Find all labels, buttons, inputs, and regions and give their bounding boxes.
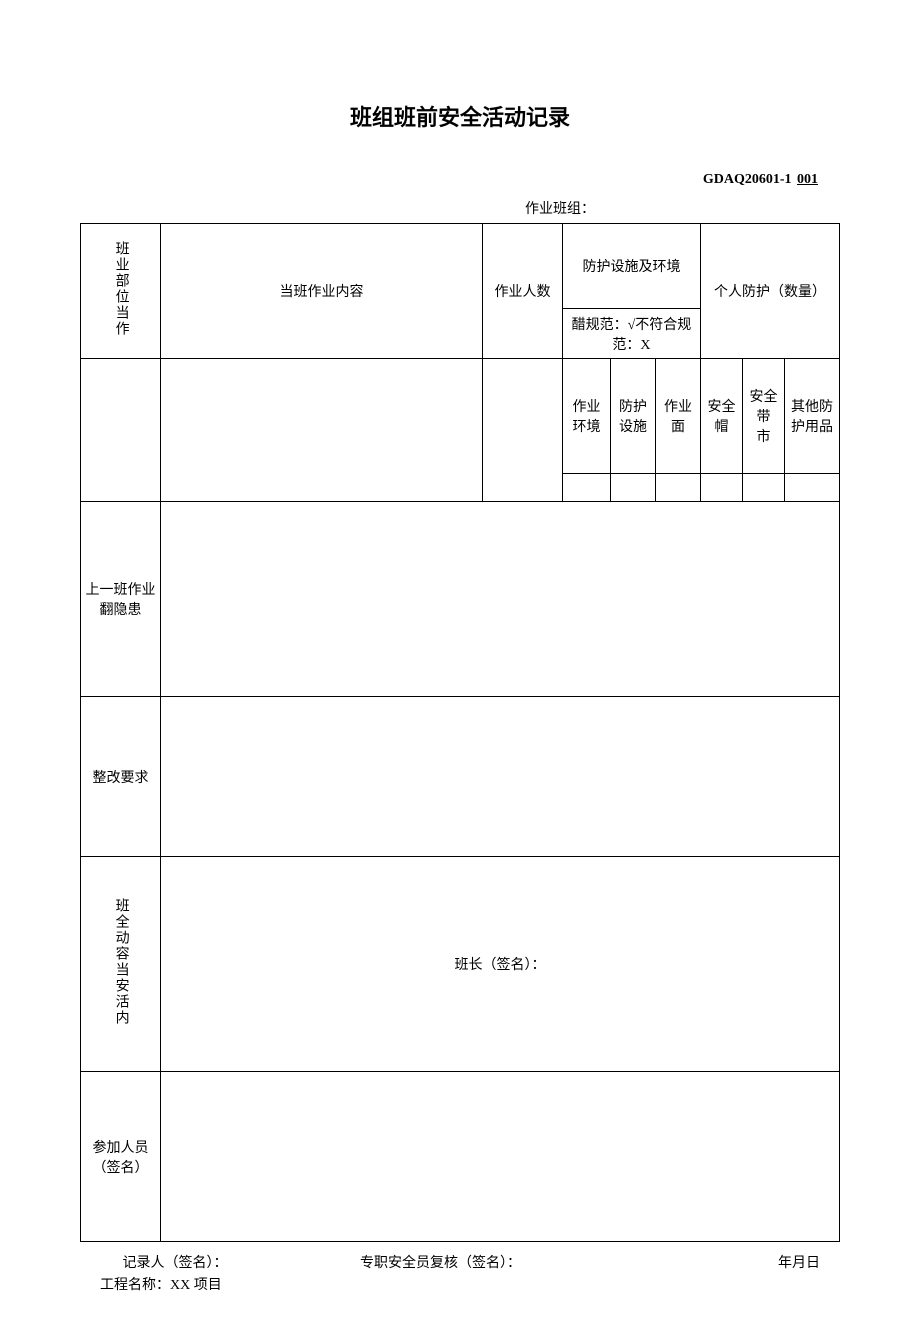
project-name-line: 工程名称：XX 项目 — [80, 1274, 840, 1294]
header-protection-rule: 醋规范：√不符合规范：X — [562, 309, 700, 359]
document-title: 班组班前安全活动记录 — [80, 100, 840, 132]
team-leader-sign-label: 班长（签名）： — [455, 958, 546, 973]
doc-code-num: 001 — [795, 172, 820, 187]
header-protection-env: 防护设施及环境 — [562, 224, 700, 309]
subheader-helmet: 安全帽 — [700, 359, 742, 474]
cell-worker-count[interactable] — [482, 359, 562, 502]
header-personal-protection: 个人防护（数量） — [700, 224, 839, 359]
document-code: GDAQ20601-1 001 — [80, 172, 840, 188]
header-work-location: 班业部位当作 — [81, 224, 161, 359]
label-prev-hazard: 上一班作业翻隐患 — [81, 502, 161, 697]
cell-rectify[interactable] — [161, 697, 840, 857]
cell-facility[interactable] — [610, 474, 655, 502]
main-form-table: 班业部位当作 当班作业内容 作业人数 防护设施及环境 个人防护（数量） 醋规范：… — [80, 223, 840, 1242]
work-team-label: 作业班组： — [80, 198, 840, 218]
subheader-belt: 安全带 市 — [742, 359, 784, 474]
cell-work-location[interactable] — [81, 359, 161, 502]
recorder-sign-label: 记录人（签名）： — [100, 1252, 250, 1272]
cell-activity-content[interactable]: 班长（签名）： — [161, 857, 840, 1072]
date-label: 年月日 — [720, 1252, 820, 1272]
cell-work-content[interactable] — [161, 359, 483, 502]
label-rectify: 整改要求 — [81, 697, 161, 857]
project-label: 工程名称： — [100, 1278, 170, 1293]
cell-participants-sign[interactable] — [161, 1072, 840, 1242]
label-participants-sign: 参加人员（签名） — [81, 1072, 161, 1242]
cell-env[interactable] — [562, 474, 610, 502]
footer: 记录人（签名）： 专职安全员复核（签名）： 年月日 工程名称：XX 项目 — [80, 1252, 840, 1294]
cell-other[interactable] — [784, 474, 839, 502]
label-activity-content: 班全动容当安活内 — [81, 857, 161, 1072]
cell-face[interactable] — [655, 474, 700, 502]
subheader-env: 作业环境 — [562, 359, 610, 474]
subheader-facility: 防护设施 — [610, 359, 655, 474]
doc-code-prefix: GDAQ20601-1 — [703, 172, 792, 187]
safety-review-label: 专职安全员复核（签名）： — [360, 1252, 610, 1272]
cell-prev-hazard[interactable] — [161, 502, 840, 697]
header-work-content: 当班作业内容 — [161, 224, 483, 359]
subheader-other: 其他防护用品 — [784, 359, 839, 474]
project-name-value: XX 项目 — [170, 1278, 222, 1293]
cell-belt[interactable] — [742, 474, 784, 502]
subheader-face: 作业面 — [655, 359, 700, 474]
cell-helmet[interactable] — [700, 474, 742, 502]
header-worker-count: 作业人数 — [482, 224, 562, 359]
